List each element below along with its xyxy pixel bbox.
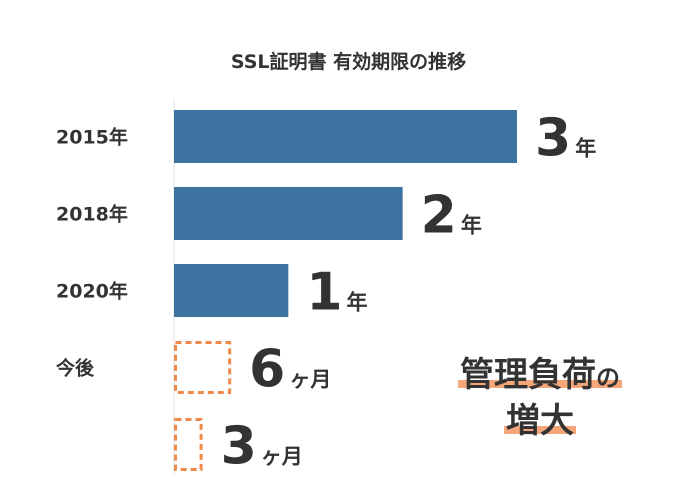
value-unit-3: ヶ月: [289, 368, 331, 392]
bar-3: [174, 341, 232, 394]
bar-4: [174, 418, 203, 471]
category-label-3: 今後: [55, 357, 95, 380]
category-label-1: 2018年: [56, 203, 128, 226]
bar-1: [174, 187, 403, 240]
bar-0: [174, 110, 517, 163]
callout-line-2: 増大: [504, 401, 576, 441]
value-unit-1: 年: [461, 214, 482, 238]
value-label-4: 3 ヶ月: [221, 417, 303, 477]
value-number-0: 3: [535, 109, 571, 169]
category-label-2: 2020年: [56, 280, 128, 303]
value-unit-0: 年: [575, 137, 596, 161]
value-unit-4: ヶ月: [261, 445, 303, 469]
value-unit-2: 年: [347, 291, 368, 315]
value-number-1: 2: [421, 186, 457, 246]
value-number-4: 3: [221, 417, 257, 477]
bar-2: [174, 264, 289, 317]
value-number-2: 1: [306, 263, 342, 323]
callout-text: 管理負荷の 増大: [440, 358, 640, 438]
callout-line-1: 管理負荷の: [458, 355, 622, 395]
chart-title: SSL証明書 有効期限の推移: [230, 51, 467, 73]
value-label-3: 6 ヶ月: [249, 340, 331, 400]
value-number-3: 6: [249, 340, 285, 400]
callout-particle: の: [596, 364, 620, 392]
category-label-0: 2015年: [56, 126, 128, 149]
